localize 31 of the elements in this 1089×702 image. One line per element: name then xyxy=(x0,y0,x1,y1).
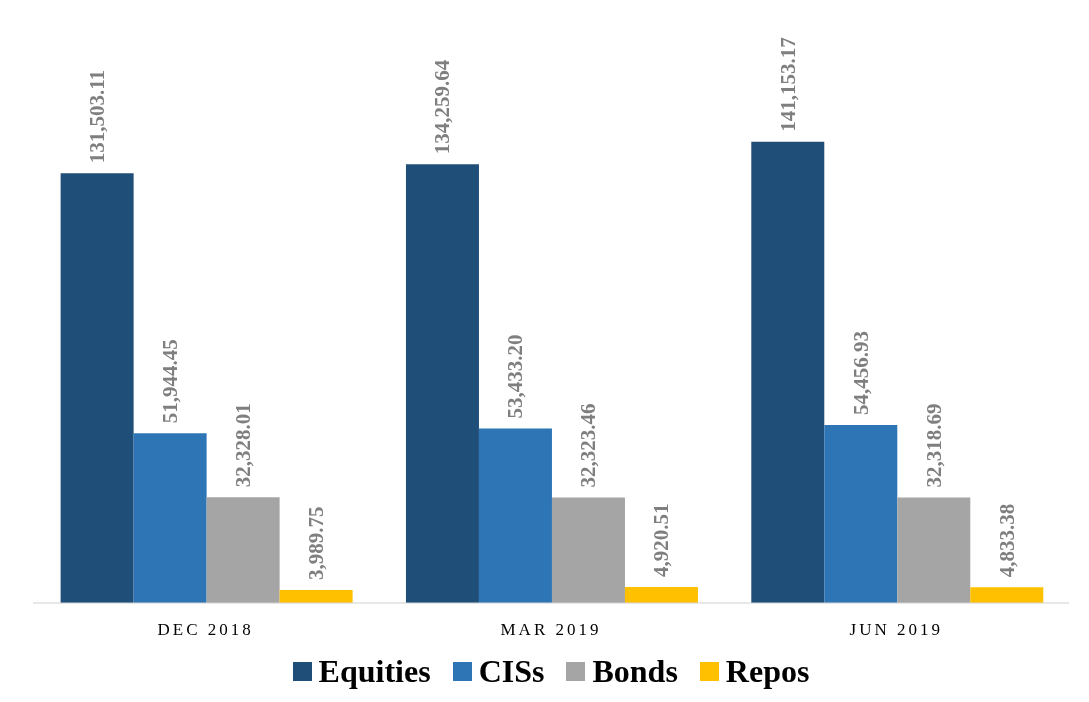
bar xyxy=(624,586,698,603)
data-label: 4,920.51 xyxy=(649,503,674,577)
legend-label: CISs xyxy=(477,653,545,690)
data-label: 141,153.17 xyxy=(775,37,800,132)
bar xyxy=(60,173,134,603)
data-label: 32,323.46 xyxy=(576,403,601,488)
bar xyxy=(751,141,825,603)
bar xyxy=(551,497,625,603)
bar xyxy=(405,164,479,603)
x-tick-label: DEC 2018 xyxy=(157,620,254,640)
bar xyxy=(897,497,971,603)
legend-label: Repos xyxy=(724,653,810,690)
legend-label: Bonds xyxy=(591,653,678,690)
legend-label: Equities xyxy=(317,653,431,690)
data-label: 3,989.75 xyxy=(304,506,329,580)
bar xyxy=(133,433,207,603)
data-label: 131,503.11 xyxy=(85,69,110,164)
x-tick-label: MAR 2019 xyxy=(500,620,602,640)
bar xyxy=(478,428,552,603)
x-tick-label: JUN 2019 xyxy=(849,620,944,640)
data-label: 134,259.64 xyxy=(430,59,455,155)
bar xyxy=(970,587,1044,603)
data-label: 53,433.20 xyxy=(503,334,528,419)
bar xyxy=(824,425,898,603)
data-label: 51,944.45 xyxy=(158,339,183,424)
bar xyxy=(279,589,353,603)
data-label: 54,456.93 xyxy=(848,331,873,416)
data-label: 32,318.69 xyxy=(921,403,946,488)
bar xyxy=(206,497,280,603)
data-label: 32,328.01 xyxy=(231,403,256,488)
data-label: 4,833.38 xyxy=(994,503,1019,578)
